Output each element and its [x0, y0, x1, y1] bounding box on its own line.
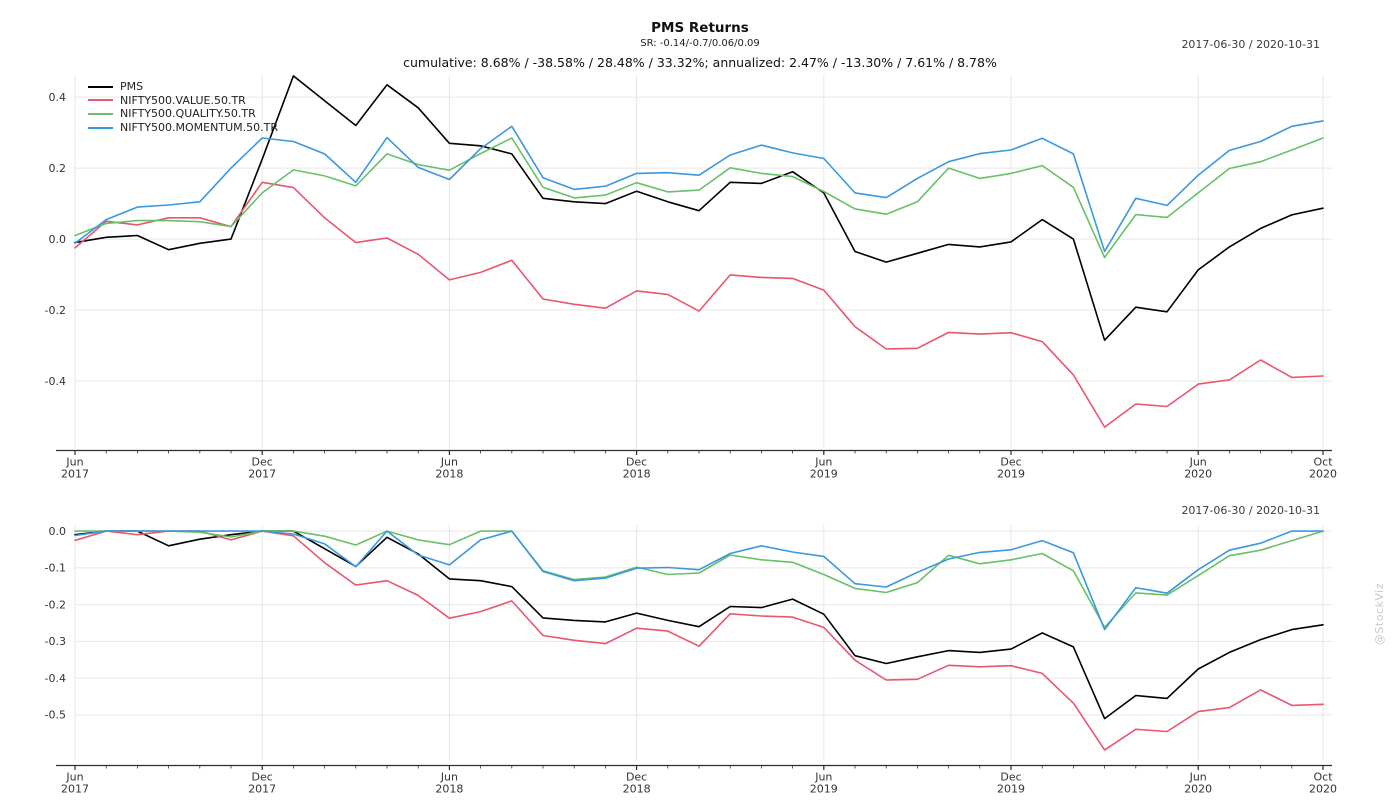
- stockviz-watermark: @StockViz: [1373, 583, 1386, 646]
- x-tick-month-label: Jun: [814, 771, 832, 784]
- x-tick-year-label: 2018: [623, 783, 651, 796]
- legend-label: PMS: [120, 80, 144, 94]
- x-tick-month-label: Dec: [1000, 771, 1021, 784]
- x-tick-month-label: Dec: [626, 456, 647, 469]
- legend-label: NIFTY500.QUALITY.50.TR: [120, 107, 256, 121]
- x-tick-year-label: 2017: [61, 783, 89, 796]
- y-tick-label: -0.2: [45, 598, 66, 611]
- y-tick-label: -0.3: [45, 635, 66, 648]
- x-tick-year-label: 2019: [997, 783, 1025, 796]
- returns-summary-subtitle: cumulative: 8.68% / -38.58% / 28.48% / 3…: [403, 55, 997, 70]
- x-tick-year-label: 2017: [61, 468, 89, 481]
- x-tick-month-label: Jun: [1189, 771, 1207, 784]
- cumulative-returns-series-momentum-line: [74, 120, 1324, 253]
- date-range-top: 2017-06-30 / 2020-10-31: [1181, 38, 1320, 51]
- y-tick-label: -0.1: [45, 562, 66, 575]
- cumulative-returns-series-pms-line: [74, 75, 1324, 342]
- y-tick-label: -0.2: [45, 304, 66, 317]
- legend: PMS NIFTY500.VALUE.50.TR NIFTY500.QUALIT…: [88, 80, 278, 134]
- legend-item-value: NIFTY500.VALUE.50.TR: [88, 94, 278, 108]
- x-tick-year-label: 2020: [1309, 468, 1337, 481]
- x-tick-year-label: 2019: [997, 468, 1025, 481]
- x-tick-month-label: Jun: [65, 456, 83, 469]
- x-tick-month-label: Dec: [252, 771, 273, 784]
- x-tick-year-label: 2020: [1184, 468, 1212, 481]
- x-tick-month-label: Dec: [1000, 456, 1021, 469]
- legend-item-momentum: NIFTY500.MOMENTUM.50.TR: [88, 121, 278, 135]
- y-tick-label: 0.2: [49, 162, 67, 175]
- x-tick-month-label: Jun: [440, 456, 458, 469]
- x-tick-year-label: 2020: [1184, 783, 1212, 796]
- x-tick-year-label: 2018: [623, 468, 651, 481]
- x-tick-month-label: Jun: [814, 456, 832, 469]
- y-tick-label: -0.5: [45, 709, 66, 722]
- x-tick-year-label: 2018: [435, 468, 463, 481]
- x-tick-year-label: 2017: [248, 468, 276, 481]
- momentum-line-swatch: [88, 126, 113, 129]
- pms-line-swatch: [88, 85, 113, 88]
- y-tick-label: 0.0: [49, 233, 67, 246]
- y-tick-label: 0.4: [49, 91, 67, 104]
- quality-line-swatch: [88, 112, 113, 115]
- x-tick-year-label: 2018: [435, 783, 463, 796]
- x-tick-year-label: 2020: [1309, 783, 1337, 796]
- x-tick-year-label: 2017: [248, 783, 276, 796]
- x-tick-month-label: Jun: [65, 771, 83, 784]
- x-tick-month-label: Oct: [1313, 771, 1333, 784]
- drawdowns-panel: 0.0-0.1-0.2-0.3-0.4-0.5Jun2017Dec2017Jun…: [45, 525, 1337, 796]
- legend-label: NIFTY500.VALUE.50.TR: [120, 93, 246, 107]
- y-tick-label: -0.4: [45, 672, 66, 685]
- x-tick-month-label: Dec: [252, 456, 273, 469]
- y-tick-label: 0.0: [49, 525, 67, 538]
- x-tick-month-label: Jun: [440, 771, 458, 784]
- value-line-swatch: [88, 99, 113, 102]
- legend-item-pms: PMS: [88, 80, 278, 94]
- drawdowns-series-momentum-line: [74, 530, 1324, 631]
- y-tick-label: -0.4: [45, 375, 66, 388]
- legend-item-quality: NIFTY500.QUALITY.50.TR: [88, 107, 278, 121]
- sharpe-ratio-subtitle: SR: -0.14/-0.7/0.06/0.09: [640, 38, 760, 49]
- cumulative-returns-series-quality-line: [74, 137, 1324, 259]
- x-tick-month-label: Oct: [1313, 456, 1333, 469]
- date-range-bottom: 2017-06-30 / 2020-10-31: [1181, 504, 1320, 517]
- cumulative-returns-panel: 0.40.20.0-0.2-0.4Jun2017Dec2017Jun2018De…: [45, 75, 1337, 481]
- cumulative-returns-series-value-line: [74, 181, 1324, 428]
- drawdowns-series-value-line: [74, 530, 1324, 751]
- x-tick-month-label: Dec: [626, 771, 647, 784]
- x-tick-year-label: 2019: [810, 468, 838, 481]
- x-tick-month-label: Jun: [1189, 456, 1207, 469]
- page-title: PMS Returns: [651, 20, 749, 36]
- x-tick-year-label: 2019: [810, 783, 838, 796]
- legend-label: NIFTY500.MOMENTUM.50.TR: [120, 121, 278, 135]
